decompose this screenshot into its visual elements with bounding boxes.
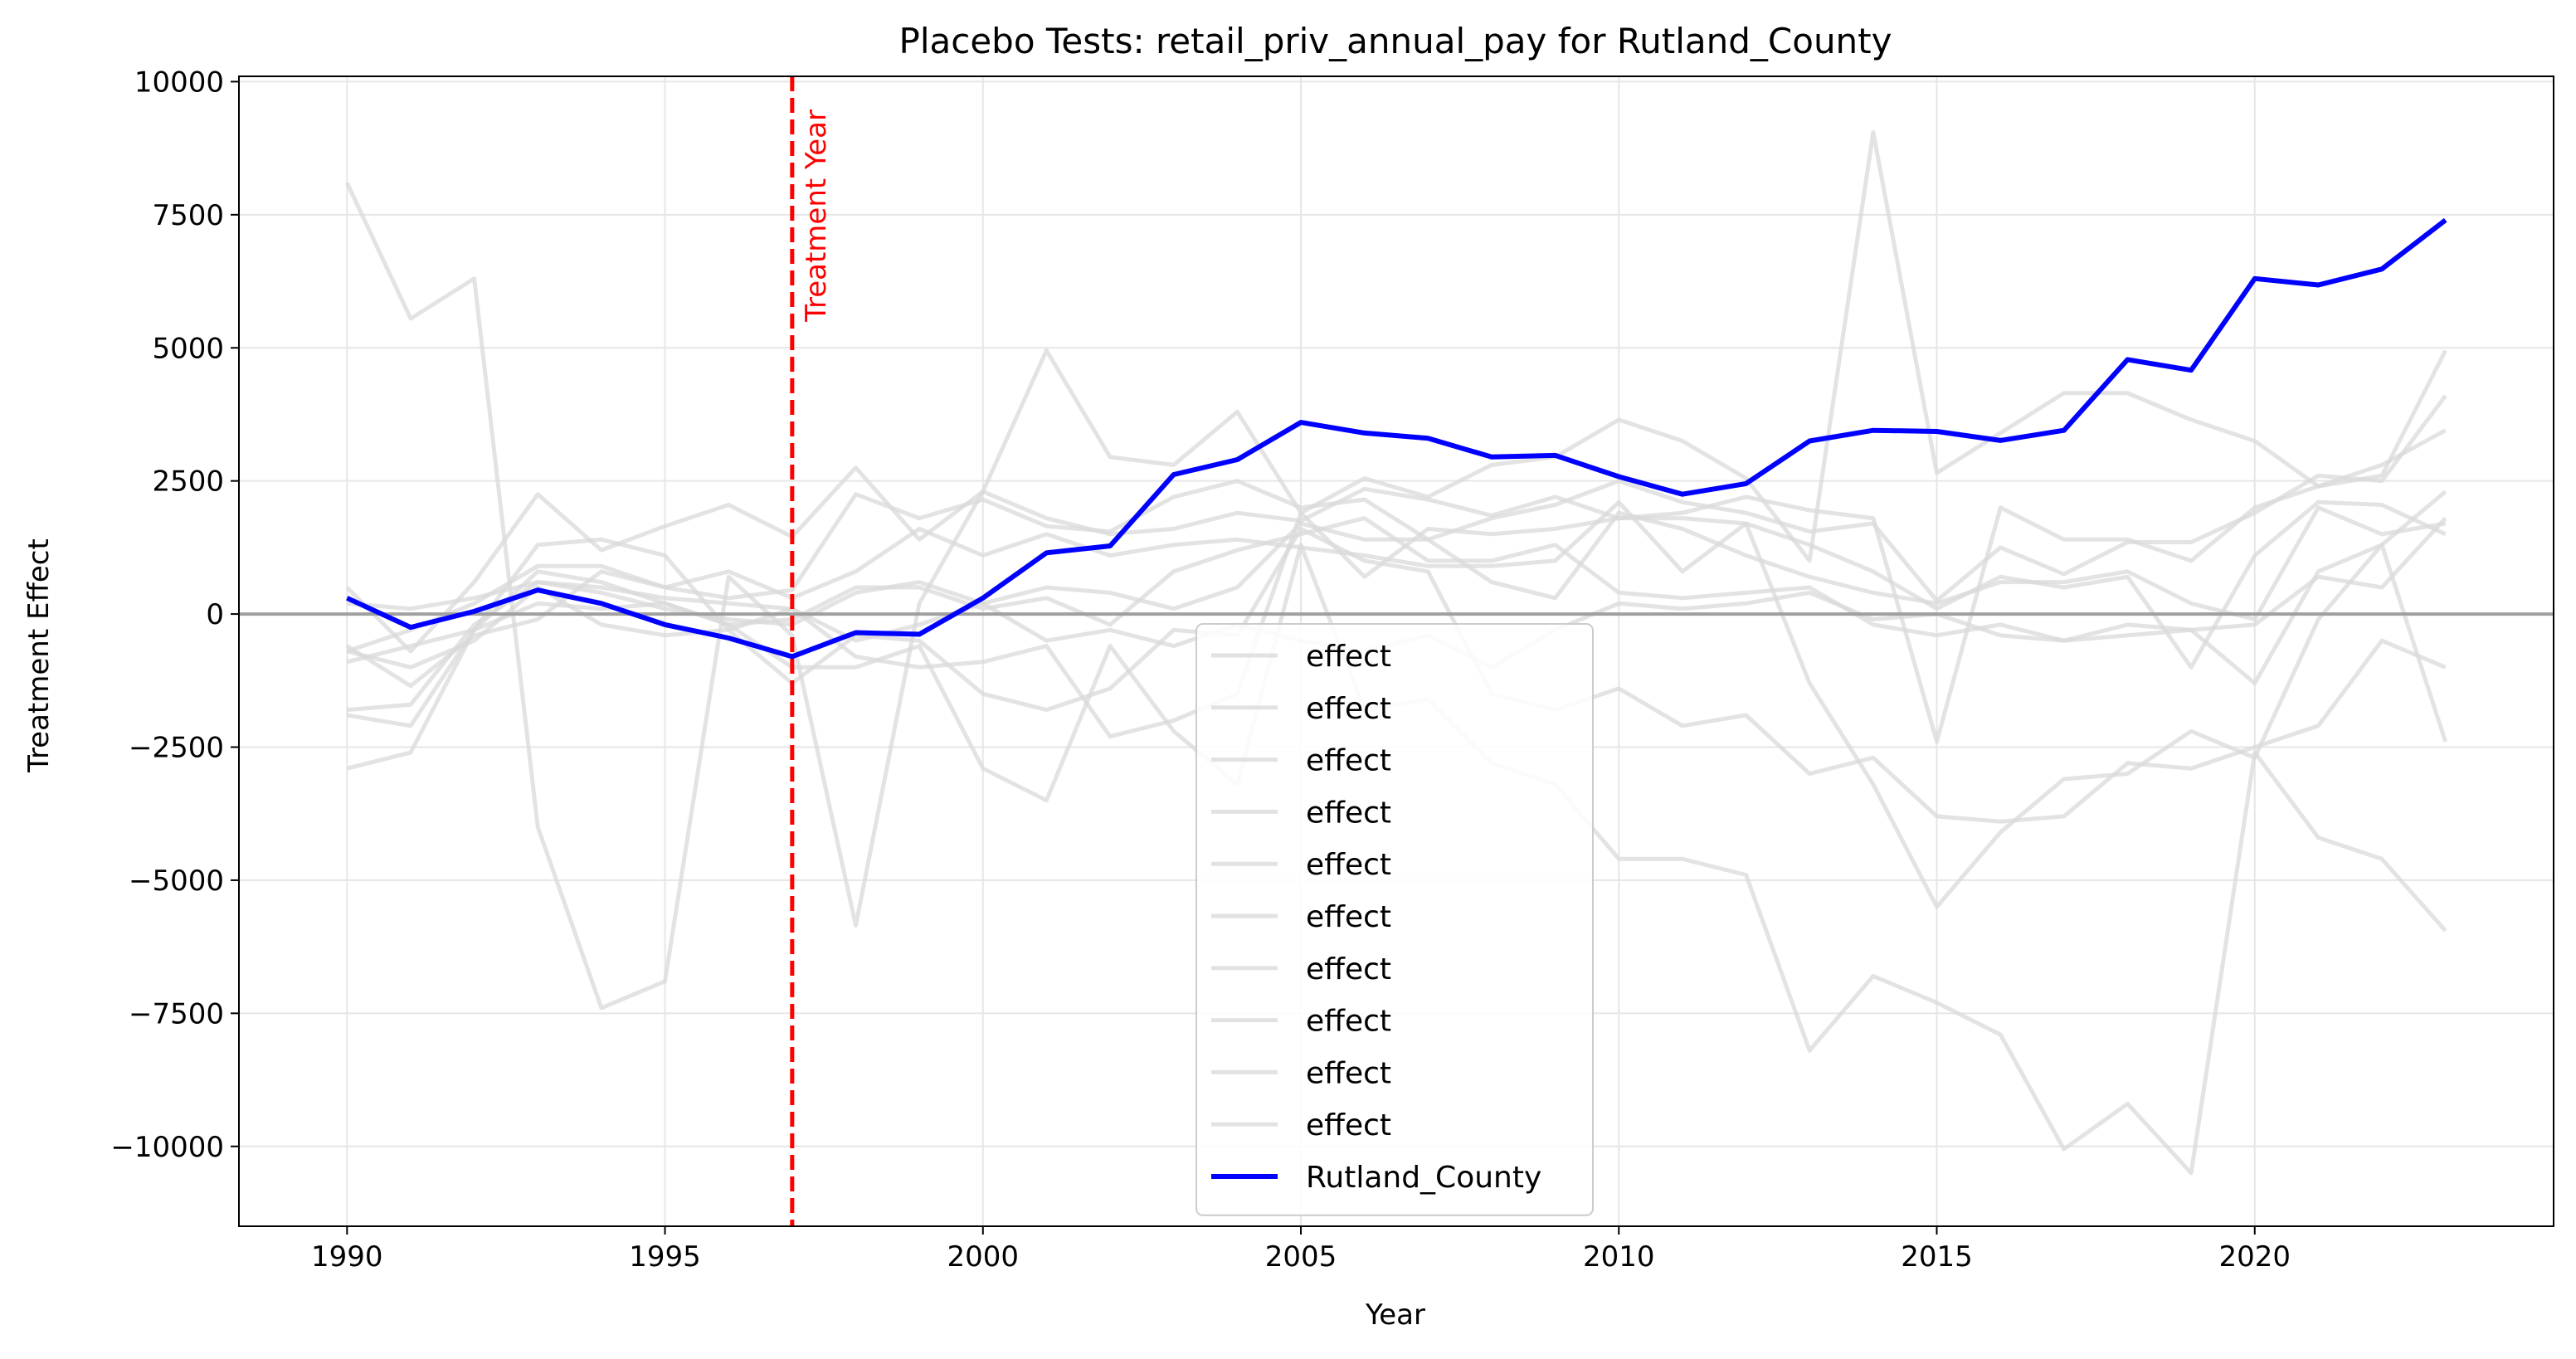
y-tick-label: 2500 [152, 465, 224, 499]
x-axis-ticks: 1990 1995 2000 2005 2010 2015 2020 [311, 1226, 2291, 1274]
legend-entry-label: effect [1306, 1005, 1391, 1039]
y-axis-ticks: −10000 −7500 −5000 −2500 0 2500 5000 7500 10000 [110, 66, 239, 1164]
legend-entry-label: effect [1306, 744, 1391, 778]
y-tick-label: 0 [206, 598, 224, 631]
x-tick-label: 2005 [1265, 1240, 1337, 1274]
treatment-year-label: Treatment Year [800, 110, 833, 323]
treated-series-line [346, 217, 2447, 660]
legend-entry-label: effect [1306, 900, 1391, 934]
y-axis-label: Treatment Effect [22, 538, 56, 773]
y-tick-label: −10000 [110, 1131, 224, 1164]
legend-entry-label: effect [1306, 640, 1391, 674]
legend-entry-label: effect [1306, 1056, 1391, 1090]
legend-entry-label: effect [1306, 952, 1391, 986]
x-tick-label: 1995 [629, 1240, 701, 1274]
legend-entry-label: effect [1306, 692, 1391, 726]
placebo-series-line [345, 428, 2447, 744]
legend-entry-label: effect [1306, 1108, 1391, 1142]
y-tick-label: 10000 [134, 66, 224, 99]
plot-frame [238, 76, 2554, 1227]
placebo-series-line [346, 499, 2447, 670]
y-tick-label: 5000 [152, 332, 224, 365]
x-tick-label: 2010 [1583, 1240, 1655, 1274]
y-tick-label: −2500 [129, 732, 224, 765]
legend: effect effect effect effect effect effect effe… [1195, 623, 1594, 1216]
x-tick-label: 1990 [311, 1240, 383, 1274]
x-tick-label: 2020 [2218, 1240, 2291, 1274]
y-tick-label: −7500 [129, 997, 224, 1030]
x-tick-label: 2000 [947, 1240, 1020, 1274]
x-axis-label: Year [1365, 1298, 1425, 1332]
legend-entry-label: effect [1306, 796, 1391, 830]
x-tick-label: 2015 [1901, 1240, 1973, 1274]
legend-entry-label: effect [1306, 848, 1391, 882]
placebo-series-line [346, 526, 2447, 824]
treated-series-group [346, 217, 2447, 660]
chart-title: Placebo Tests: retail_priv_annual_pay fo… [899, 21, 1892, 61]
y-tick-label: 7500 [152, 199, 224, 232]
legend-box [1195, 623, 1594, 1216]
legend-entry-label: Rutland_County [1306, 1161, 1541, 1195]
y-tick-label: −5000 [129, 865, 224, 898]
